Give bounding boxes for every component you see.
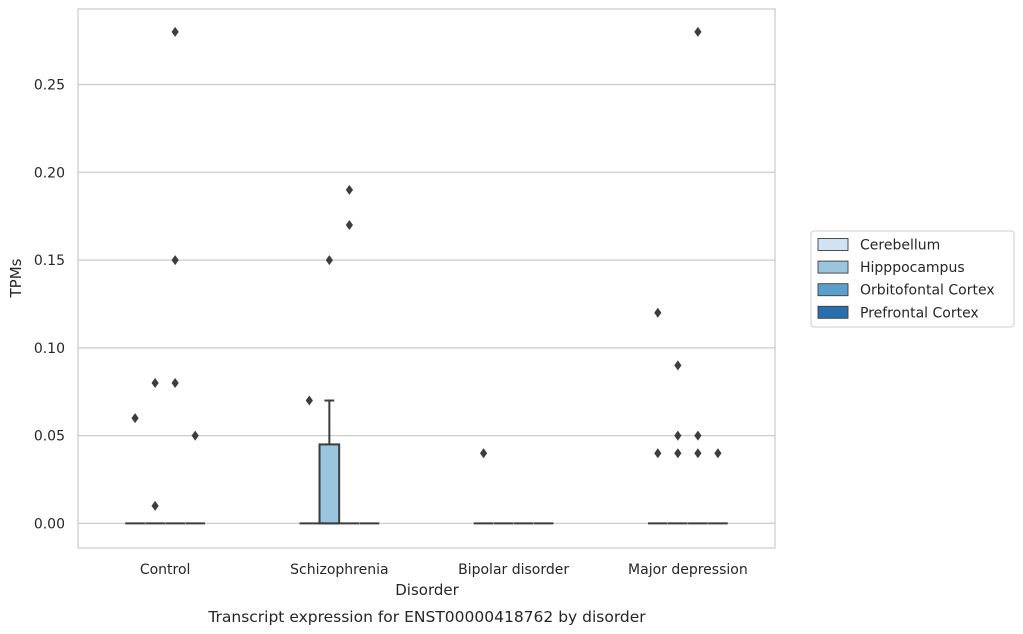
outlier-point xyxy=(714,448,722,459)
box-group xyxy=(668,360,688,525)
legend-frame xyxy=(810,230,1015,328)
legend-label: Cerebellum xyxy=(860,238,940,254)
y-tick-label: 0.20 xyxy=(34,165,65,181)
legend-label: Orbitofontal Cortex xyxy=(860,283,995,299)
y-tick-label: 0.00 xyxy=(34,516,65,532)
legend-item: Orbitofontal Cortex xyxy=(817,283,995,299)
legend: Cerebellum Hipppocampus Orbitofontal Corte… xyxy=(810,230,1015,328)
box-group xyxy=(318,255,341,525)
box-group xyxy=(165,26,185,525)
outlier-point xyxy=(694,430,702,441)
legend-label: Prefrontal Cortex xyxy=(860,305,979,321)
outlier-point xyxy=(694,448,702,459)
y-tick-label: 0.10 xyxy=(34,341,65,357)
box-group xyxy=(688,26,708,525)
y-tick-labels: 0.00 0.05 0.10 0.15 0.20 0.25 xyxy=(34,77,65,532)
outlier-point xyxy=(171,377,179,388)
outlier-point xyxy=(654,307,662,318)
box-group xyxy=(299,395,320,525)
outlier-point xyxy=(151,377,159,388)
outlier-point xyxy=(191,430,199,441)
x-tick-label: Schizophrenia xyxy=(290,562,388,578)
legend-swatch xyxy=(817,283,849,297)
legend-swatch xyxy=(817,260,849,274)
outlier-point xyxy=(171,255,179,266)
outlier-point xyxy=(305,395,313,406)
box-group xyxy=(647,307,668,525)
figure-caption: Transcript expression for ENST0000041876… xyxy=(207,608,646,626)
y-axis-label: TPMs xyxy=(7,258,25,298)
y-tick-label: 0.25 xyxy=(34,77,65,93)
legend-swatch xyxy=(817,238,849,251)
box-group xyxy=(125,413,145,525)
box-body xyxy=(318,443,341,525)
box-group xyxy=(473,448,494,525)
outlier-point xyxy=(654,448,662,459)
outlier-point xyxy=(345,219,353,230)
outlier-point xyxy=(171,26,179,37)
legend-item: Prefrontal Cortex xyxy=(817,305,979,321)
outlier-point xyxy=(345,184,353,195)
outlier-point xyxy=(674,448,682,459)
x-tick-label: Bipolar disorder xyxy=(458,562,569,578)
legend-item: Cerebellum xyxy=(817,238,940,254)
outlier-point xyxy=(151,500,159,511)
plot-background xyxy=(78,9,775,548)
box-group xyxy=(185,430,206,525)
x-tick-labels: Control Schizophrenia Bipolar disorder Majo… xyxy=(140,562,748,578)
legend-swatch xyxy=(817,305,849,319)
outlier-point xyxy=(325,255,333,266)
outlier-point xyxy=(674,360,682,371)
outlier-point xyxy=(694,26,702,37)
plot-frame xyxy=(77,8,776,549)
legend-label: Hipppocampus xyxy=(860,260,965,276)
box-group xyxy=(339,184,360,525)
outlier-point xyxy=(131,413,139,424)
box-group xyxy=(145,377,165,525)
x-axis-label: Disorder xyxy=(395,581,459,599)
outlier-point xyxy=(674,430,682,441)
x-tick-label: Control xyxy=(140,562,191,578)
box-groups xyxy=(125,26,728,525)
x-tick-label: Major depression xyxy=(628,562,748,578)
box-group xyxy=(708,448,728,525)
y-tick-label: 0.15 xyxy=(34,253,65,269)
outlier-point xyxy=(479,448,488,459)
y-tick-label: 0.05 xyxy=(34,429,65,445)
legend-item: Hipppocampus xyxy=(817,260,965,276)
